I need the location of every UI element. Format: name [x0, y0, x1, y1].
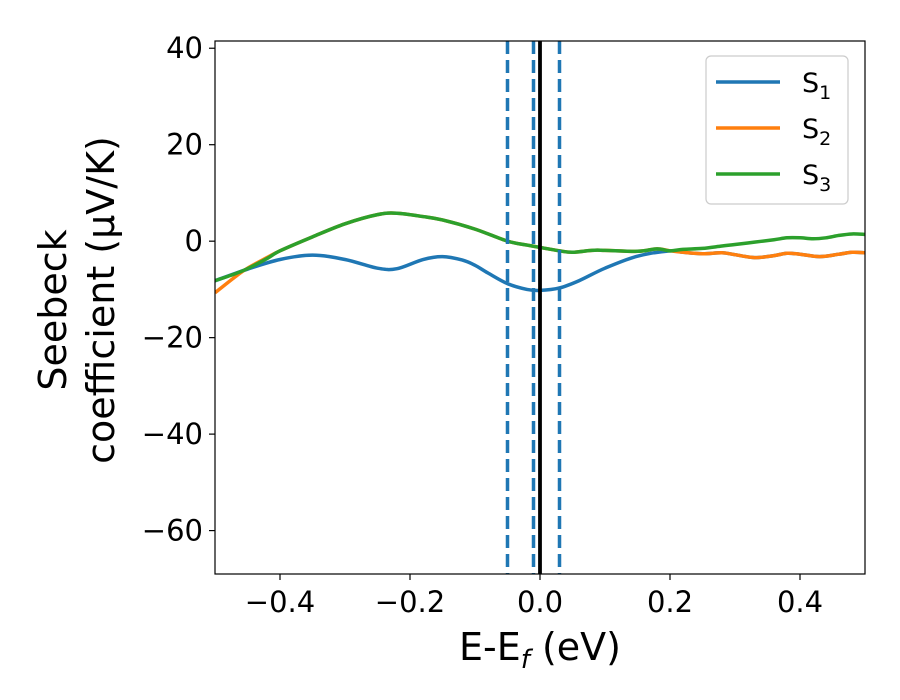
legend-label-s2: S2 [802, 114, 831, 150]
y-axis-title-line2: coefficient (μV/K) [79, 136, 123, 464]
series-layer [215, 211, 865, 295]
x-axis-ticks: −0.4 −0.2 0.0 0.2 0.4 [245, 574, 823, 619]
legend-entries: S1 S2 S3 [716, 68, 831, 196]
x-axis-title-prefix: E-E [459, 625, 521, 669]
x-tick-label: 0.4 [777, 585, 823, 619]
x-tick-label: −0.4 [245, 585, 315, 619]
y-tick-label: 20 [166, 128, 203, 162]
x-tick-label: 0.2 [647, 585, 693, 619]
series-line-s3 [215, 211, 865, 283]
y-tick-label: 40 [166, 31, 203, 65]
x-axis-title-suffix: (eV) [530, 625, 621, 669]
y-tick-label: −20 [142, 321, 203, 355]
y-axis-ticks: −60 −40 −20 0 20 40 [142, 31, 215, 548]
legend-label-s3: S3 [802, 160, 831, 196]
x-axis-title: E-Ef (eV) [459, 625, 621, 675]
y-tick-label: −60 [142, 514, 203, 548]
x-tick-label: 0.0 [517, 585, 563, 619]
y-tick-label: −40 [142, 417, 203, 451]
legend: S1 S2 S3 [705, 55, 849, 205]
y-axis-title-line1: Seebeck [31, 229, 75, 390]
y-tick-label: 0 [185, 224, 203, 258]
vertical-lines [505, 41, 562, 574]
x-tick-label: −0.2 [375, 585, 445, 619]
legend-box [705, 55, 849, 205]
legend-label-s1: S1 [802, 68, 831, 104]
